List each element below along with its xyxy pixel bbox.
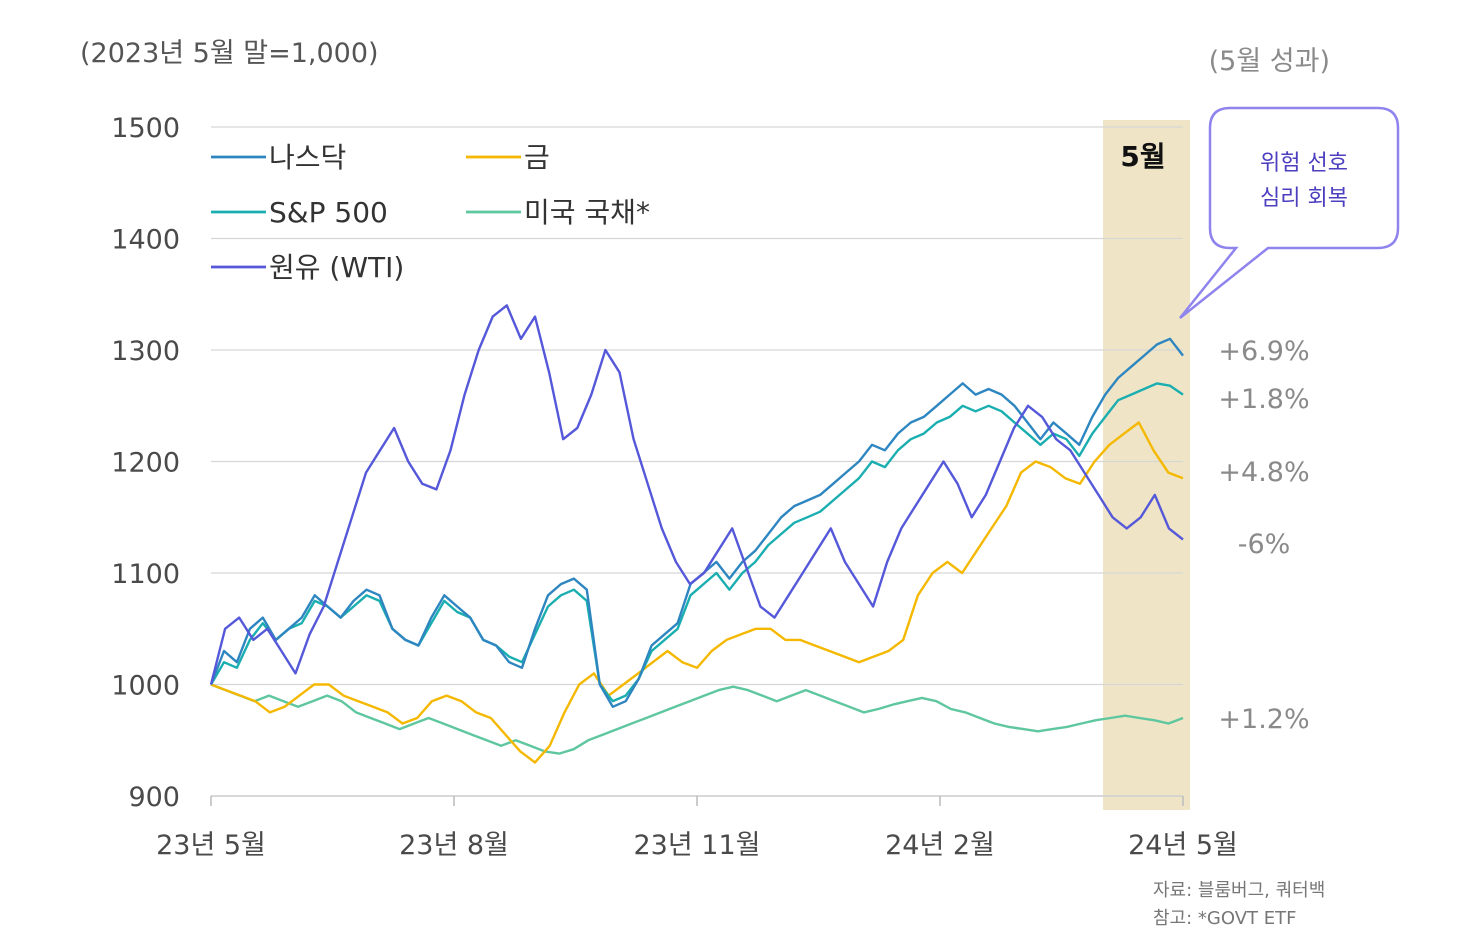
highlight-label: 5월 [1120, 140, 1165, 173]
series-line-1 [210, 421, 1184, 764]
legend-label: 원유 (WTI) [269, 251, 404, 284]
y-tick-label: 1100 [111, 559, 180, 590]
callout-line-2: 심리 회복 [1260, 186, 1348, 211]
y-tick-label: 1500 [111, 113, 180, 144]
performance-value: +1.8% [1218, 384, 1309, 415]
x-tick-label: 23년 8월 [399, 830, 509, 861]
unit-note: (2023년 5월 말=1,000) [80, 38, 379, 69]
series-line-0 [209, 337, 1184, 708]
x-tick-label: 23년 5월 [156, 830, 266, 861]
x-tick-label: 24년 2월 [885, 830, 995, 861]
y-tick-label: 1000 [111, 671, 180, 702]
y-axis-ticks: 1500 1400 1300 1200 1100 1000 900 [111, 113, 180, 813]
reference-note: 참고: *GOVT ETF [1153, 908, 1296, 929]
series-line-3 [210, 683, 1184, 755]
callout-bubble [1179, 106, 1400, 319]
x-tick-label: 24년 5월 [1128, 830, 1238, 861]
series-lines [209, 304, 1184, 764]
source-note: 자료: 블룸버그, 쿼터백 [1153, 880, 1325, 901]
performance-value: +4.8% [1218, 457, 1309, 488]
performance-labels: +6.9% +1.8% +4.8% +1.2% -6% [1218, 336, 1309, 735]
performance-title: (5월 성과) [1209, 46, 1330, 77]
performance-value: +1.2% [1218, 704, 1309, 735]
y-tick-label: 900 [128, 782, 180, 813]
y-tick-label: 1400 [111, 225, 180, 256]
y-tick-label: 1200 [111, 448, 180, 479]
legend-label: 금 [524, 141, 550, 174]
legend-label: S&P 500 [269, 196, 388, 229]
may-highlight-band [1103, 120, 1190, 810]
x-tick-label: 23년 11월 [634, 830, 761, 861]
series-line-2 [209, 382, 1184, 703]
legend-label: 나스닥 [269, 141, 346, 174]
legend: 나스닥 금 S&P 500 미국 국채* 원유 (WTI) [211, 141, 650, 284]
legend-label: 미국 국채* [524, 196, 650, 229]
y-tick-label: 1300 [111, 336, 180, 367]
callout-line-1: 위험 선호 [1260, 151, 1348, 176]
performance-value: -6% [1238, 529, 1291, 560]
x-axis: 23년 5월 23년 8월 23년 11월 24년 2월 24년 5월 [156, 795, 1238, 861]
series-line-4 [209, 304, 1184, 685]
performance-value: +6.9% [1218, 336, 1309, 367]
callout: 위험 선호 심리 회복 [1179, 106, 1400, 319]
